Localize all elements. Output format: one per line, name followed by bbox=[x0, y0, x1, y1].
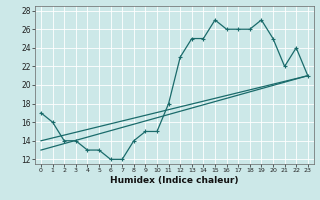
X-axis label: Humidex (Indice chaleur): Humidex (Indice chaleur) bbox=[110, 176, 239, 185]
